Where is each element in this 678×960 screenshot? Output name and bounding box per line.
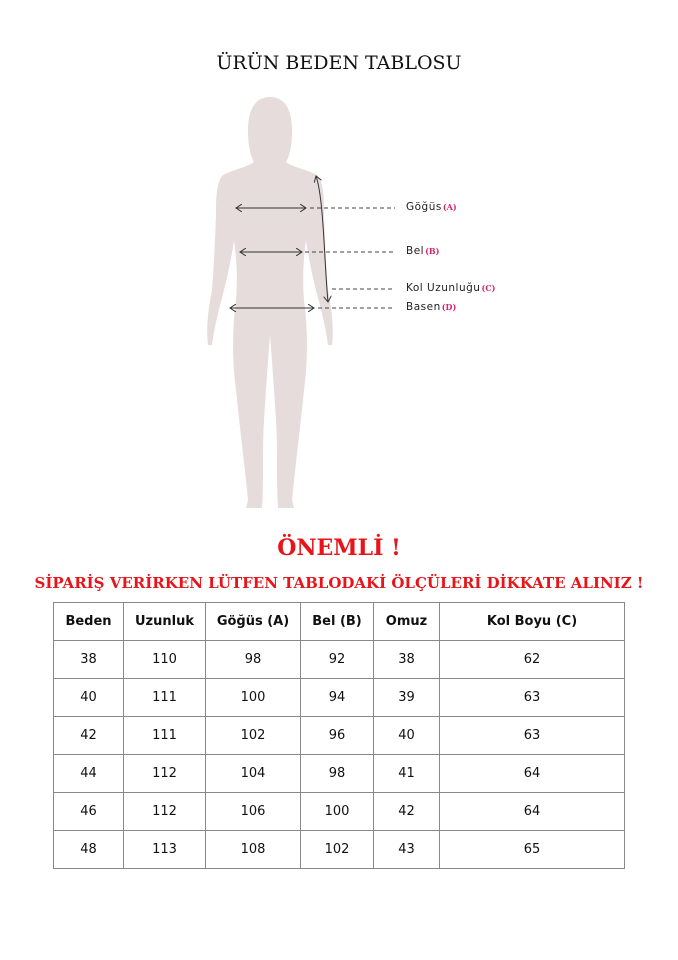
table-cell: 64 — [439, 754, 625, 793]
page-title: ÜRÜN BEDEN TABLOSU — [216, 52, 462, 74]
table-cell: 110 — [123, 640, 206, 679]
table-cell: 111 — [123, 678, 206, 717]
table-cell: 40 — [53, 678, 124, 717]
hip-label-text: Basen — [406, 301, 441, 313]
body-measurement-figure — [207, 97, 395, 508]
table-cell: 111 — [123, 716, 206, 755]
table-cell: 112 — [123, 792, 206, 831]
header-cell: Beden — [53, 602, 124, 641]
table-row: 44 112 104 98 41 64 — [53, 754, 625, 793]
table-cell: 41 — [373, 754, 440, 793]
table-cell: 39 — [373, 678, 440, 717]
table-row: 42 111 102 96 40 63 — [53, 716, 625, 755]
table-cell: 112 — [123, 754, 206, 793]
table-cell: 102 — [205, 716, 301, 755]
table-cell: 44 — [53, 754, 124, 793]
header-cell: Omuz — [373, 602, 440, 641]
table-cell: 100 — [205, 678, 301, 717]
hip-label-key: (D) — [441, 302, 457, 312]
table-cell: 113 — [123, 830, 206, 869]
table-cell: 106 — [205, 792, 301, 831]
size-table: Beden Uzunluk Göğüs (A) Bel (B) Omuz Kol… — [53, 602, 625, 869]
table-cell: 100 — [300, 792, 374, 831]
table-row: 46 112 106 100 42 64 — [53, 792, 625, 831]
important-heading: ÖNEMLİ ! — [277, 535, 401, 561]
warning-text: SİPARİŞ VERİRKEN LÜTFEN TABLODAKİ ÖLÇÜLE… — [34, 574, 644, 592]
table-cell: 63 — [439, 716, 625, 755]
table-cell: 42 — [373, 792, 440, 831]
sleeve-label-text: Kol Uzunluğu — [406, 282, 481, 294]
sleeve-label: Kol Uzunluğu(C) — [406, 282, 495, 294]
table-cell: 94 — [300, 678, 374, 717]
table-cell: 38 — [373, 640, 440, 679]
waist-label-key: (B) — [425, 246, 440, 256]
chest-label-text: Göğüs — [406, 201, 442, 213]
header-cell: Kol Boyu (C) — [439, 602, 625, 641]
table-cell: 108 — [205, 830, 301, 869]
table-row: 40 111 100 94 39 63 — [53, 678, 625, 717]
chest-label-key: (A) — [442, 202, 457, 212]
table-cell: 102 — [300, 830, 374, 869]
table-cell: 40 — [373, 716, 440, 755]
header-cell: Uzunluk — [123, 602, 206, 641]
table-cell: 104 — [205, 754, 301, 793]
table-cell: 65 — [439, 830, 625, 869]
table-row: 48 113 108 102 43 65 — [53, 830, 625, 869]
table-cell: 62 — [439, 640, 625, 679]
hip-label: Basen(D) — [406, 301, 456, 313]
sleeve-arrow — [316, 176, 328, 302]
table-cell: 43 — [373, 830, 440, 869]
table-cell: 63 — [439, 678, 625, 717]
table-row: 38 110 98 92 38 62 — [53, 640, 625, 679]
table-cell: 98 — [300, 754, 374, 793]
chest-label: Göğüs(A) — [406, 201, 457, 213]
header-cell: Göğüs (A) — [205, 602, 301, 641]
body-silhouette — [207, 97, 333, 508]
waist-label-text: Bel — [406, 245, 425, 257]
table-cell: 92 — [300, 640, 374, 679]
table-cell: 38 — [53, 640, 124, 679]
table-header-row: Beden Uzunluk Göğüs (A) Bel (B) Omuz Kol… — [53, 602, 625, 641]
header-cell: Bel (B) — [300, 602, 374, 641]
table-cell: 64 — [439, 792, 625, 831]
table-cell: 48 — [53, 830, 124, 869]
table-cell: 96 — [300, 716, 374, 755]
waist-label: Bel(B) — [406, 245, 439, 257]
table-cell: 42 — [53, 716, 124, 755]
table-cell: 98 — [205, 640, 301, 679]
sleeve-label-key: (C) — [481, 283, 496, 293]
table-cell: 46 — [53, 792, 124, 831]
